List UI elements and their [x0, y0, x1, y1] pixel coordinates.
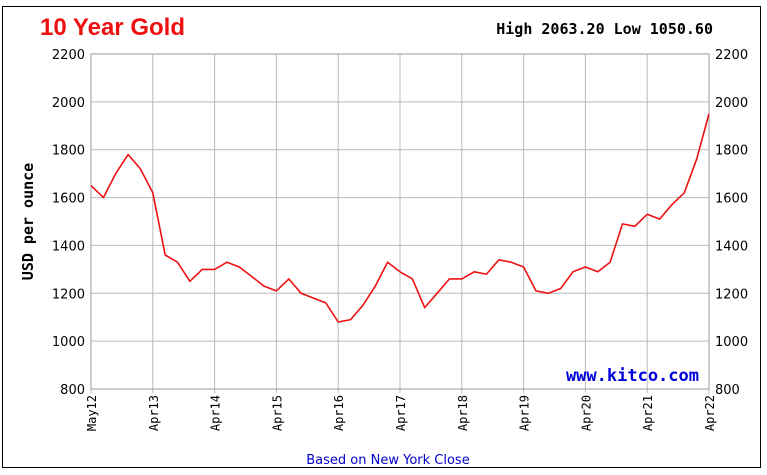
kitco-watermark: www.kitco.com: [566, 366, 699, 386]
y-tick-label-left: 2000: [52, 96, 85, 111]
x-tick-label: Apr18: [456, 395, 470, 431]
y-tick-label-right: 1600: [715, 192, 748, 207]
y-tick-label-right: 1000: [715, 335, 748, 350]
x-tick-label: May12: [85, 395, 99, 431]
low-value: 1050.60: [649, 20, 713, 38]
x-tick-label: Apr19: [518, 395, 532, 431]
high-value: 2063.20: [541, 20, 605, 38]
y-tick-label-left: 1200: [52, 287, 85, 302]
y-tick-label-right: 1200: [715, 287, 748, 302]
x-tick-label: Apr22: [703, 395, 717, 431]
x-tick-label: Apr14: [209, 395, 223, 431]
footer-note: Based on New York Close: [306, 453, 469, 468]
plot-border: [90, 53, 710, 390]
y-tick-label-left: 1800: [52, 144, 85, 159]
y-tick-label-right: 1800: [715, 144, 748, 159]
y-tick-label-left: 2200: [52, 48, 85, 63]
low-label: Low: [613, 20, 641, 38]
gold-price-line: [90, 113, 710, 323]
x-tick-label: Apr16: [332, 395, 346, 431]
high-label: High: [496, 20, 533, 38]
y-axis-title: USD per ounce: [19, 163, 37, 280]
x-tick-label: Apr15: [270, 395, 284, 431]
x-tick-label: Apr20: [579, 395, 593, 431]
x-tick-label: Apr17: [394, 395, 408, 431]
y-tick-label-left: 1000: [52, 335, 85, 350]
chart-title: 10 Year Gold: [40, 14, 185, 41]
y-tick-label-right: 2000: [715, 96, 748, 111]
y-tick-label-left: 1600: [52, 192, 85, 207]
x-tick-label: Apr13: [147, 395, 161, 431]
y-tick-label-left: 800: [60, 383, 85, 398]
high-low-summary: High 2063.20 Low 1050.60: [496, 20, 713, 38]
y-tick-label-right: 800: [715, 383, 740, 398]
x-tick-label: Apr21: [641, 395, 655, 431]
y-tick-label-right: 2200: [715, 48, 748, 63]
y-tick-label-right: 1400: [715, 239, 748, 254]
y-tick-label-left: 1400: [52, 239, 85, 254]
